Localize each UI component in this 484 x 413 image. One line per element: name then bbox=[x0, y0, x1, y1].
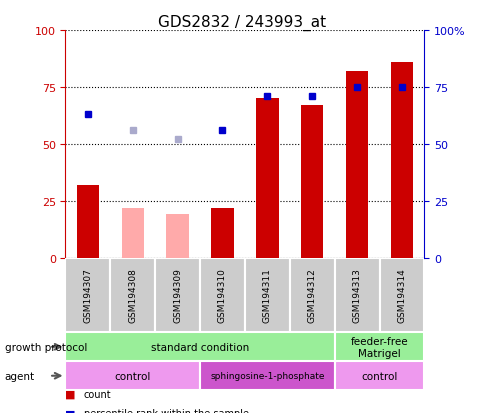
Text: GSM194314: GSM194314 bbox=[396, 268, 406, 323]
Text: feeder-free
Matrigel: feeder-free Matrigel bbox=[350, 336, 408, 358]
Text: GSM194308: GSM194308 bbox=[128, 268, 137, 323]
Bar bbox=[289, 258, 334, 332]
Text: agent: agent bbox=[5, 371, 35, 381]
Bar bbox=[390, 63, 412, 258]
Bar bbox=[211, 208, 233, 258]
Text: GSM194311: GSM194311 bbox=[262, 268, 272, 323]
Bar bbox=[155, 258, 200, 332]
Bar bbox=[65, 361, 199, 390]
Bar bbox=[334, 361, 424, 390]
Text: control: control bbox=[114, 371, 151, 381]
Text: sphingosine-1-phosphate: sphingosine-1-phosphate bbox=[210, 371, 324, 380]
Bar bbox=[110, 258, 155, 332]
Text: ■: ■ bbox=[65, 389, 76, 399]
Text: GSM194313: GSM194313 bbox=[352, 268, 361, 323]
Text: count: count bbox=[84, 389, 111, 399]
Bar bbox=[334, 332, 424, 361]
Text: control: control bbox=[361, 371, 397, 381]
Bar bbox=[65, 258, 110, 332]
Text: GDS2832 / 243993_at: GDS2832 / 243993_at bbox=[158, 14, 326, 31]
Text: percentile rank within the sample: percentile rank within the sample bbox=[84, 408, 248, 413]
Text: growth protocol: growth protocol bbox=[5, 342, 87, 352]
Text: ■: ■ bbox=[65, 408, 76, 413]
Bar bbox=[166, 215, 188, 258]
Bar bbox=[121, 208, 144, 258]
Bar bbox=[65, 332, 334, 361]
Bar bbox=[200, 258, 244, 332]
Text: GSM194309: GSM194309 bbox=[173, 268, 182, 323]
Bar bbox=[378, 258, 424, 332]
Text: standard condition: standard condition bbox=[151, 342, 249, 352]
Bar bbox=[200, 361, 334, 390]
Bar bbox=[301, 106, 323, 258]
Bar bbox=[334, 258, 378, 332]
Text: GSM194307: GSM194307 bbox=[83, 268, 92, 323]
Bar bbox=[256, 99, 278, 258]
Bar bbox=[345, 72, 367, 258]
Bar bbox=[76, 185, 99, 258]
Bar bbox=[244, 258, 289, 332]
Text: GSM194310: GSM194310 bbox=[217, 268, 227, 323]
Text: GSM194312: GSM194312 bbox=[307, 268, 316, 323]
